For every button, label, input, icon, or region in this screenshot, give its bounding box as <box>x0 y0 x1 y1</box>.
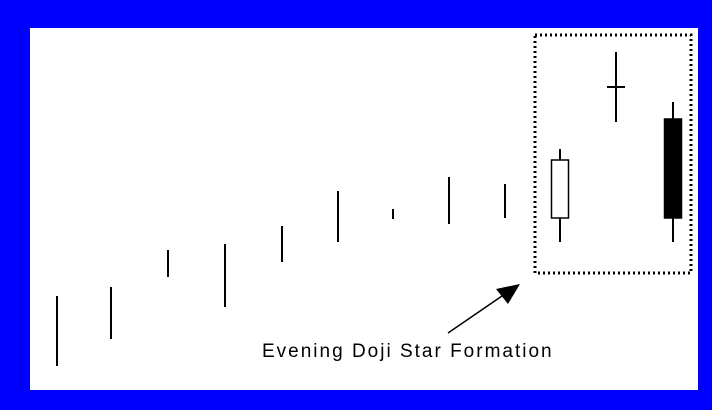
candle <box>663 102 683 242</box>
annotation-arrow <box>447 284 520 334</box>
candles-group <box>56 52 683 366</box>
highlight-box <box>533 33 693 275</box>
candle <box>607 52 625 122</box>
plot-area <box>30 28 698 390</box>
candle-body-bullish <box>550 159 570 219</box>
candle-body-bearish <box>663 118 683 219</box>
annotation-label: Evening Doji Star Formation <box>262 341 554 362</box>
candle <box>550 149 570 242</box>
